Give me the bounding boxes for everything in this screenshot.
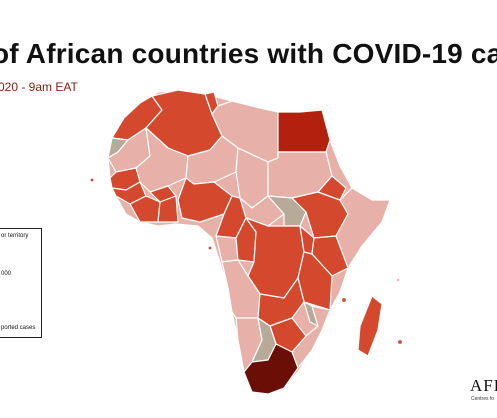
africa-cdc-logo: AFR [470, 376, 497, 395]
island-comoros [340, 296, 348, 304]
island-mauritius [396, 338, 404, 346]
country-somalia [335, 187, 391, 269]
island-sao-tome [207, 245, 213, 251]
country-south-africa [243, 343, 299, 395]
legend-item: or territory [1, 233, 29, 239]
island-cape-verde [89, 177, 95, 183]
map-title: of African countries with COVID-19 ca [0, 38, 497, 69]
island-seychelles [395, 277, 401, 283]
country-madagascar [357, 295, 383, 357]
africa-cdc-logo-subtext: Centres fo [471, 396, 495, 402]
country-egypt [277, 109, 331, 153]
country-kenya [311, 235, 349, 277]
legend-item: ported cases [1, 325, 36, 331]
legend-item: 000 [1, 271, 12, 277]
country-ghana [157, 195, 179, 223]
country-eritrea [317, 175, 347, 201]
map-legend: or territory 000 ported cases [0, 228, 42, 338]
map-subtitle: 020 - 9am EAT [0, 80, 78, 94]
